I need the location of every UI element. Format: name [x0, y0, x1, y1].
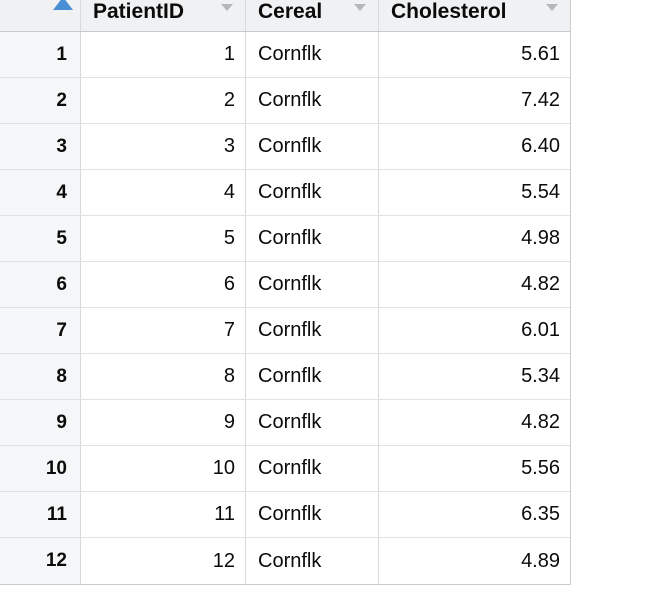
row-number-cell[interactable]: 5	[0, 216, 81, 261]
column-menu-icon[interactable]	[546, 4, 558, 11]
cereal-cell[interactable]: Cornflk	[246, 216, 379, 261]
row-number-cell[interactable]: 11	[0, 492, 81, 537]
cholesterol-cell[interactable]: 4.82	[521, 411, 560, 433]
row-number-cell[interactable]: 12	[0, 538, 81, 584]
table-row[interactable]: 10 10 Cornflk 5.56	[0, 446, 570, 492]
row-number-cell[interactable]: 6	[0, 262, 81, 307]
cholesterol-cell[interactable]: 5.34	[521, 365, 560, 387]
cereal-cell[interactable]: Cornflk	[246, 538, 379, 584]
cereal-cell[interactable]: Cornflk	[246, 78, 379, 123]
row-number-cell[interactable]: 3	[0, 124, 81, 169]
cholesterol-cell[interactable]: 5.61	[521, 43, 560, 65]
column-header-label: Cholesterol	[391, 0, 507, 23]
patientid-cell[interactable]: 7	[81, 308, 246, 353]
cholesterol-cell[interactable]: 4.82	[521, 273, 560, 295]
column-header-label: PatientID	[93, 0, 185, 23]
table-row[interactable]: 12 12 Cornflk 4.89	[0, 538, 570, 584]
patientid-cell[interactable]: 8	[81, 354, 246, 399]
column-header-cereal[interactable]: Cereal	[246, 0, 379, 31]
patientid-cell[interactable]: 4	[81, 170, 246, 215]
table-header-row: PatientID Cereal Cholesterol	[0, 0, 570, 32]
cereal-cell[interactable]: Cornflk	[246, 492, 379, 537]
cholesterol-cell[interactable]: 5.56	[521, 457, 560, 479]
cholesterol-cell[interactable]: 4.89	[521, 549, 560, 572]
patientid-cell[interactable]: 6	[81, 262, 246, 307]
cereal-cell[interactable]: Cornflk	[246, 354, 379, 399]
cereal-cell[interactable]: Cornflk	[246, 124, 379, 169]
table-row[interactable]: 1 1 Cornflk 5.61	[0, 32, 570, 78]
patientid-cell[interactable]: 5	[81, 216, 246, 261]
row-number-cell[interactable]: 4	[0, 170, 81, 215]
table-row[interactable]: 2 2 Cornflk 7.42	[0, 78, 570, 124]
table-row[interactable]: 11 11 Cornflk 6.35	[0, 492, 570, 538]
patientid-cell[interactable]: 10	[81, 446, 246, 491]
cholesterol-cell[interactable]: 6.40	[521, 135, 560, 157]
patientid-cell[interactable]: 2	[81, 78, 246, 123]
cereal-cell[interactable]: Cornflk	[246, 446, 379, 491]
column-header-label: Cereal	[258, 0, 323, 23]
patientid-cell[interactable]: 9	[81, 400, 246, 445]
table-body: 1 1 Cornflk 5.61 2 2 Cornflk 7.42 3 3 Cornflk 6.40 4…	[0, 32, 570, 584]
row-number-header-cell[interactable]	[0, 0, 81, 31]
row-number-cell[interactable]: 9	[0, 400, 81, 445]
patientid-cell[interactable]: 3	[81, 124, 246, 169]
cholesterol-cell[interactable]: 6.01	[521, 319, 560, 341]
row-number-cell[interactable]: 10	[0, 446, 81, 491]
patientid-cell[interactable]: 12	[81, 538, 246, 584]
patientid-cell[interactable]: 11	[81, 492, 246, 537]
data-table: PatientID Cereal Cholesterol 1 1 Cornflk 5.…	[0, 0, 571, 585]
row-number-cell[interactable]: 7	[0, 308, 81, 353]
row-number-cell[interactable]: 2	[0, 78, 81, 123]
column-menu-icon[interactable]	[354, 4, 366, 11]
cereal-cell[interactable]: Cornflk	[246, 308, 379, 353]
table-row[interactable]: 7 7 Cornflk 6.01	[0, 308, 570, 354]
row-number-cell[interactable]: 8	[0, 354, 81, 399]
table-row[interactable]: 6 6 Cornflk 4.82	[0, 262, 570, 308]
cereal-cell[interactable]: Cornflk	[246, 400, 379, 445]
column-header-patientid[interactable]: PatientID	[81, 0, 246, 31]
cholesterol-cell[interactable]: 6.35	[521, 503, 560, 525]
cholesterol-cell[interactable]: 5.54	[521, 181, 560, 203]
table-row[interactable]: 9 9 Cornflk 4.82	[0, 400, 570, 446]
cereal-cell[interactable]: Cornflk	[246, 32, 379, 77]
table-row[interactable]: 5 5 Cornflk 4.98	[0, 216, 570, 262]
patientid-cell[interactable]: 1	[81, 32, 246, 77]
cholesterol-cell[interactable]: 7.42	[521, 89, 560, 111]
cholesterol-cell[interactable]: 4.98	[521, 227, 560, 249]
column-menu-icon[interactable]	[221, 4, 233, 11]
sort-ascending-icon[interactable]	[53, 0, 73, 10]
table-row[interactable]: 4 4 Cornflk 5.54	[0, 170, 570, 216]
table-row[interactable]: 8 8 Cornflk 5.34	[0, 354, 570, 400]
row-number-cell[interactable]: 1	[0, 32, 81, 77]
cereal-cell[interactable]: Cornflk	[246, 262, 379, 307]
column-header-cholesterol[interactable]: Cholesterol	[379, 0, 570, 31]
table-row[interactable]: 3 3 Cornflk 6.40	[0, 124, 570, 170]
cereal-cell[interactable]: Cornflk	[246, 170, 379, 215]
